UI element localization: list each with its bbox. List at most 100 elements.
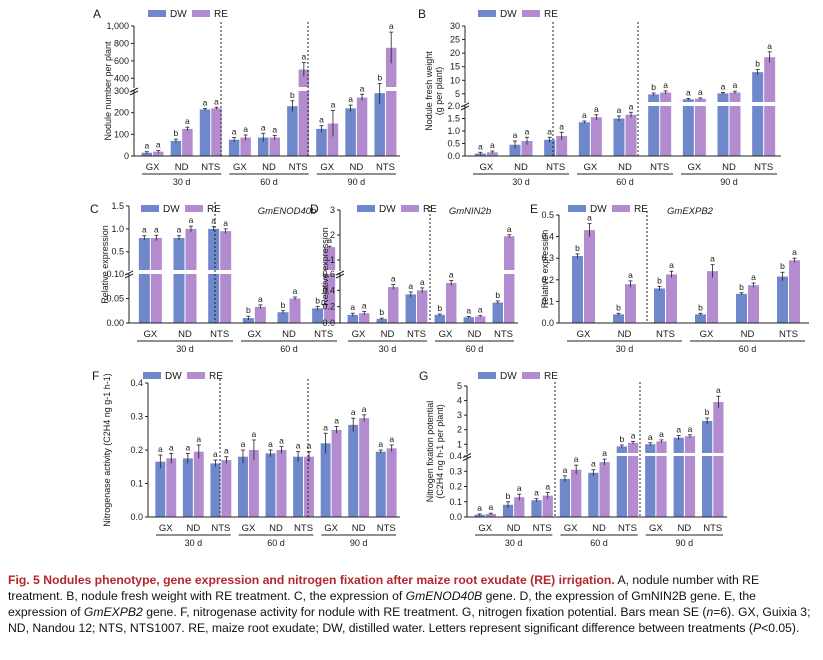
bar-re xyxy=(388,287,399,323)
significance-letter: a xyxy=(574,454,579,464)
y-tick-label: 0.4 xyxy=(322,285,335,295)
bar-re xyxy=(248,450,259,517)
y-tick-label: 2.0 xyxy=(447,101,460,111)
y-tick-label: 0.05 xyxy=(106,294,124,304)
bar-re-upper xyxy=(220,231,232,270)
panel-letter-e: E xyxy=(530,202,538,216)
bar-dw xyxy=(347,314,358,323)
bar-dw xyxy=(616,456,627,517)
bar-re xyxy=(240,137,251,156)
y-tick-label: 0.0 xyxy=(447,151,460,161)
legend-label-dw: DW xyxy=(590,204,607,215)
significance-letter: b xyxy=(739,282,744,292)
significance-letter: a xyxy=(629,101,634,111)
legend-swatch-dw xyxy=(148,10,166,17)
significance-letter: a xyxy=(545,482,550,492)
bar-dw xyxy=(578,122,590,156)
significance-letter: a xyxy=(490,140,495,150)
figure-canvas: A DW RE 0 100 200 300 400 600 800 1,000 Nodule numb… xyxy=(90,7,809,548)
significance-letter: a xyxy=(525,126,530,136)
bar-dw xyxy=(752,106,764,156)
significance-letter: b xyxy=(379,307,384,317)
panel-d: D DW RE GmNIN2b 0.0 0.2 0.4 0.6 1 2 3 Relative expr… xyxy=(310,202,518,354)
significance-letter: a xyxy=(663,80,668,90)
legend-swatch-re xyxy=(612,205,630,212)
significance-letter: a xyxy=(348,94,353,104)
panel-letter-a: A xyxy=(93,7,101,21)
y-axis-label: (C2H4 ng h-1 per plant) xyxy=(435,404,445,499)
y-tick-label: 5 xyxy=(457,381,462,391)
legend-swatch-re xyxy=(192,10,210,17)
significance-letter: a xyxy=(293,286,298,296)
significance-letter: a xyxy=(223,218,228,228)
significance-letter: a xyxy=(196,434,201,444)
y-tick-label: 3 xyxy=(457,410,462,420)
x-category-label: NTS xyxy=(201,162,220,173)
legend-label-dw: DW xyxy=(163,204,180,215)
significance-letter: a xyxy=(669,260,674,270)
panel-letter-f: F xyxy=(92,369,99,383)
bar-dw xyxy=(258,137,269,156)
bar-re xyxy=(660,106,672,156)
time-group-label: 30 d xyxy=(173,177,191,187)
bar-re-upper xyxy=(660,92,672,102)
legend-label-re: RE xyxy=(544,371,558,382)
significance-letter: a xyxy=(307,441,312,451)
bar-re xyxy=(571,469,582,517)
significance-letter: a xyxy=(488,502,493,512)
time-group-label: 30 d xyxy=(505,538,523,548)
significance-letter: a xyxy=(751,272,756,282)
bar-re-upper xyxy=(764,57,776,102)
x-category-label: ND xyxy=(178,329,192,340)
y-tick-label: 30 xyxy=(450,21,460,31)
y-tick-label: 0.3 xyxy=(449,466,462,476)
bar-re xyxy=(254,306,266,323)
significance-letter: a xyxy=(792,247,797,257)
significance-letter: b xyxy=(315,295,320,305)
x-category-label: ND xyxy=(618,162,632,173)
x-category-label: NTS xyxy=(533,523,552,534)
significance-letter: a xyxy=(258,294,263,304)
legend-swatch-re xyxy=(522,372,540,379)
bar-re xyxy=(590,117,602,156)
significance-letter: a xyxy=(559,121,564,131)
bar-dw xyxy=(228,139,240,156)
figure-caption: Fig. 5 Nodules phenotype, gene expressio… xyxy=(8,572,814,636)
y-tick-label: 20 xyxy=(450,48,460,58)
x-category-label: ND xyxy=(186,523,200,534)
significance-letter: a xyxy=(648,432,653,442)
y-tick-label: 10 xyxy=(450,75,460,85)
significance-letter: a xyxy=(478,305,483,315)
x-category-label: ND xyxy=(468,329,482,340)
legend-label-re: RE xyxy=(207,204,221,215)
significance-letter: a xyxy=(158,444,163,454)
significance-letter: a xyxy=(534,488,539,498)
significance-letter: a xyxy=(154,224,159,234)
significance-letter: a xyxy=(628,270,633,280)
caption-gene-1: GmENOD40B xyxy=(405,589,483,603)
bar-dw-upper xyxy=(208,228,220,270)
significance-letter: a xyxy=(587,213,592,223)
x-category-label: GX xyxy=(143,329,157,340)
x-category-label: NTS xyxy=(650,162,669,173)
bar-re xyxy=(211,108,222,156)
y-tick-label: 0.6 xyxy=(322,269,335,279)
significance-letter: a xyxy=(272,124,277,134)
bar-dw xyxy=(374,93,385,156)
bar-re xyxy=(486,152,498,156)
y-tick-label: 1 xyxy=(457,439,462,449)
significance-letter: b xyxy=(619,434,624,444)
significance-letter: a xyxy=(360,83,365,93)
x-category-label: NTS xyxy=(211,523,230,534)
significance-letter: b xyxy=(281,300,286,310)
panel-b: B DW RE 0.0 0.5 1.0 1.5 2.0 5 10 15 20 25 30 Nodule fr… xyxy=(418,7,781,187)
legend-swatch-dw xyxy=(141,205,159,212)
y-axis-label: Relative expression xyxy=(100,225,110,304)
bar-re xyxy=(182,128,193,156)
significance-letter: b xyxy=(174,128,179,138)
bar-re xyxy=(485,513,496,517)
bar-dw xyxy=(375,451,386,517)
y-tick-label: 25 xyxy=(450,35,460,45)
x-category-label: GX xyxy=(242,523,256,534)
y-tick-label: 1 xyxy=(330,255,335,265)
